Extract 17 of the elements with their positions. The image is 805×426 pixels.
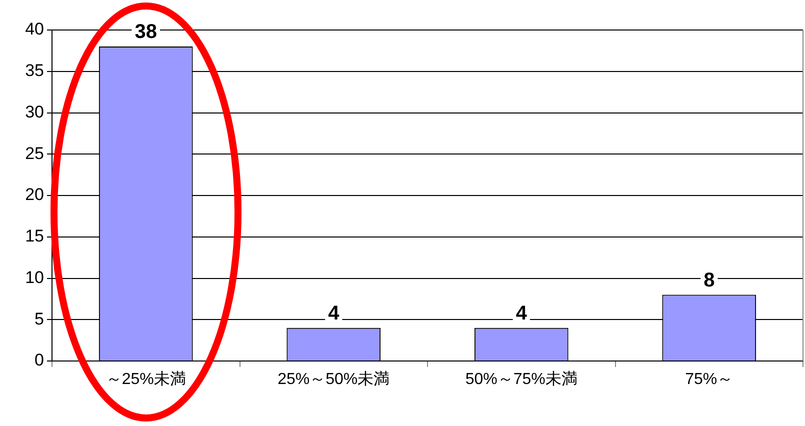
y-tick-label: 20 [25, 185, 44, 204]
data-label: 4 [516, 302, 528, 324]
y-tick-label: 35 [25, 61, 44, 80]
y-tick-label: 0 [34, 350, 44, 370]
x-tick-label: 25%～50%未満 [278, 370, 390, 388]
y-tick-label: 15 [25, 226, 44, 246]
data-label: 38 [134, 21, 157, 44]
y-tick-label: 25 [25, 144, 44, 163]
y-tick-label: 10 [25, 268, 44, 287]
y-tick-label: 5 [34, 309, 44, 328]
x-tick-label: 75%～ [685, 371, 734, 388]
x-tick-label: ～25%未満 [106, 370, 186, 388]
y-tick-label: 40 [25, 20, 44, 39]
x-tick-label: 50%～75%未満 [465, 370, 578, 388]
data-label: 4 [328, 302, 340, 324]
data-label: 8 [704, 269, 715, 292]
y-tick-label: 30 [25, 102, 44, 122]
